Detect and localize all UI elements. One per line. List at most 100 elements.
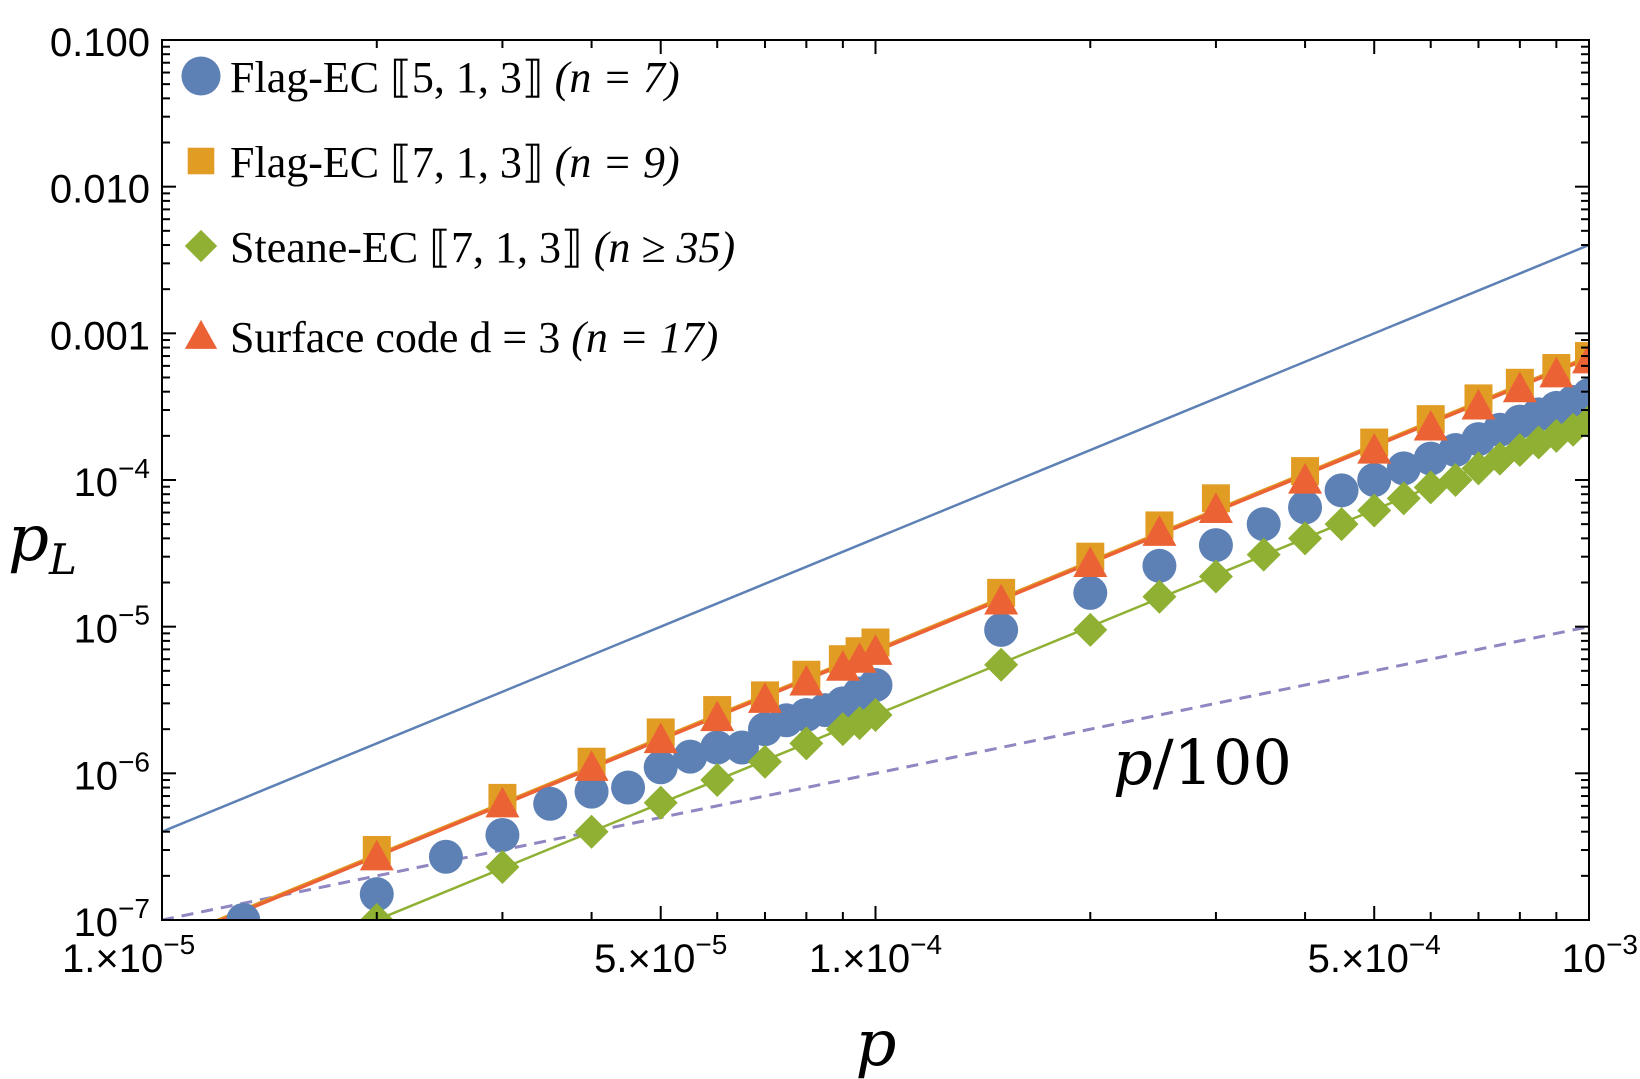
y-tick-label-2: 0.010 bbox=[50, 168, 150, 212]
legend-label-main-3: Steane-EC ⟦7, 1, 3⟧ bbox=[230, 223, 594, 272]
legend-label-1: Flag-EC ⟦5, 1, 3⟧ (n = 7) bbox=[230, 53, 680, 102]
y-tick-label-6-exponent: −6 bbox=[118, 746, 150, 777]
y-axis-title-p: p bbox=[8, 502, 49, 576]
legend-marker-3 bbox=[184, 229, 218, 263]
y-tick-label-3: 0.001 bbox=[50, 314, 150, 358]
data-point-series-3-7 bbox=[789, 726, 824, 761]
data-point-series-1-9 bbox=[673, 739, 708, 774]
data-point-series-1-7 bbox=[611, 770, 646, 805]
legend-label-paren-2: (n = 9) bbox=[555, 138, 680, 187]
y-tick-label-5-base: 10 bbox=[74, 608, 119, 652]
data-point-series-3-17 bbox=[1324, 507, 1359, 542]
reference-line-label-rest: /100 bbox=[1153, 726, 1292, 799]
reference-line-layer bbox=[162, 625, 1589, 920]
data-markers-layer bbox=[226, 342, 1589, 920]
legend-entry-1: Flag-EC ⟦5, 1, 3⟧ (n = 7) bbox=[181, 53, 680, 102]
data-point-series-3-19 bbox=[1386, 481, 1421, 516]
legend-marker-4 bbox=[184, 319, 218, 349]
data-point-series-1-6 bbox=[574, 774, 609, 809]
data-point-series-4-14 bbox=[1198, 492, 1233, 524]
y-tick-label-2-base: 0.010 bbox=[50, 168, 150, 212]
legend-entry-3: Steane-EC ⟦7, 1, 3⟧ (n ≥ 35) bbox=[184, 223, 735, 272]
data-point-series-1-4 bbox=[485, 817, 520, 852]
legend-label-main-4: Surface code d = 3 bbox=[230, 313, 571, 362]
data-point-series-4-3 bbox=[574, 750, 609, 781]
data-point-series-4-18 bbox=[1461, 388, 1496, 420]
data-point-series-3-6 bbox=[747, 744, 782, 779]
x-tick-label-2-base: 5.×10 bbox=[594, 937, 695, 981]
data-point-series-4-12 bbox=[1073, 546, 1108, 577]
legend-label-main-2: Flag-EC ⟦7, 1, 3⟧ bbox=[230, 138, 555, 187]
data-point-series-3-28 bbox=[1572, 404, 1589, 439]
data-point-series-1-8 bbox=[643, 750, 678, 785]
data-point-series-4-6 bbox=[747, 682, 782, 713]
x-tick-label-2-exponent: −5 bbox=[695, 929, 727, 960]
data-point-series-1-10 bbox=[700, 730, 735, 765]
data-point-series-1-27 bbox=[1386, 451, 1421, 486]
data-point-series-3-5 bbox=[700, 763, 735, 798]
y-tick-label-4-base: 10 bbox=[74, 461, 119, 505]
data-point-series-1-1 bbox=[226, 903, 261, 920]
data-point-series-3-18 bbox=[1357, 493, 1392, 528]
y-tick-label-4-exponent: −4 bbox=[118, 453, 150, 484]
x-axis-title: p bbox=[856, 1007, 897, 1079]
data-point-series-4-10 bbox=[858, 634, 893, 665]
data-point-series-3-20 bbox=[1413, 470, 1448, 505]
data-point-series-4-19 bbox=[1502, 371, 1537, 403]
data-point-series-1-3 bbox=[428, 839, 463, 874]
reference-line-p-over-100 bbox=[162, 625, 1589, 920]
legend-label-3: Steane-EC ⟦7, 1, 3⟧ (n ≥ 35) bbox=[230, 223, 735, 272]
data-point-series-1-11 bbox=[725, 730, 760, 765]
data-point-series-4-2 bbox=[485, 786, 520, 818]
x-tick-label-5-base: 10 bbox=[1562, 937, 1607, 981]
x-tick-label-3-base: 1.×10 bbox=[809, 937, 910, 981]
data-point-series-3-21 bbox=[1438, 463, 1473, 497]
data-point-series-1-19 bbox=[984, 612, 1019, 647]
data-point-series-3-14 bbox=[1198, 559, 1233, 594]
y-tick-label-4: 10−4 bbox=[74, 453, 150, 505]
data-point-series-3-16 bbox=[1288, 521, 1323, 556]
y-tick-label-5: 10−5 bbox=[74, 600, 150, 652]
data-point-series-4-8 bbox=[825, 650, 860, 681]
data-point-series-4-20 bbox=[1539, 356, 1574, 388]
x-tick-label-3-exponent: −4 bbox=[910, 929, 942, 960]
y-axis-title-subscript: L bbox=[48, 535, 77, 584]
data-point-series-1-21 bbox=[1142, 548, 1177, 583]
y-tick-label-3-base: 0.001 bbox=[50, 314, 150, 358]
reference-line-label: p/100 bbox=[1113, 726, 1292, 799]
data-point-series-4-15 bbox=[1288, 463, 1323, 494]
data-point-series-1-26 bbox=[1357, 463, 1392, 497]
legend-label-4: Surface code d = 3 (n = 17) bbox=[230, 313, 718, 362]
data-point-series-4-17 bbox=[1413, 409, 1448, 441]
y-tick-label-1-base: 0.100 bbox=[50, 21, 150, 65]
data-point-series-4-4 bbox=[643, 722, 678, 754]
x-tick-label-4-exponent: −4 bbox=[1409, 929, 1441, 960]
data-point-series-1-22 bbox=[1198, 528, 1233, 563]
x-tick-label-5-exponent: −3 bbox=[1606, 929, 1638, 960]
data-point-series-1-23 bbox=[1246, 507, 1281, 542]
axis-ticks-layer: 1.×10−5 5.×10−5 1.×10−4 5.×10−4 10−30.1000.0… bbox=[50, 21, 1638, 981]
data-point-series-4-9 bbox=[842, 642, 877, 673]
data-point-series-3-2 bbox=[485, 849, 520, 884]
y-tick-label-5-exponent: −5 bbox=[118, 600, 150, 631]
legend: Flag-EC ⟦5, 1, 3⟧ (n = 7) Flag-EC ⟦7, 1, … bbox=[181, 53, 735, 362]
data-point-series-1-5 bbox=[533, 786, 568, 821]
x-tick-label-4: 5.×10−4 bbox=[1308, 929, 1441, 981]
legend-label-2: Flag-EC ⟦7, 1, 3⟧ (n = 9) bbox=[230, 138, 680, 187]
y-tick-label-6: 10−6 bbox=[74, 746, 150, 798]
y-tick-label-6-base: 10 bbox=[74, 754, 119, 798]
x-tick-label-5: 10−3 bbox=[1562, 929, 1638, 981]
legend-label-main-1: Flag-EC ⟦5, 1, 3⟧ bbox=[230, 53, 555, 102]
legend-entry-2: Flag-EC ⟦7, 1, 3⟧ (n = 9) bbox=[187, 138, 680, 187]
x-tick-label-1-base: 1.×10 bbox=[62, 937, 163, 981]
data-point-series-3-3 bbox=[574, 814, 609, 849]
x-tick-label-1: 1.×10−5 bbox=[62, 929, 195, 981]
data-point-series-1-18 bbox=[858, 668, 893, 703]
legend-entry-4: Surface code d = 3 (n = 17) bbox=[184, 313, 718, 362]
data-point-series-3-11 bbox=[984, 647, 1019, 682]
legend-label-paren-3: (n ≥ 35) bbox=[594, 223, 735, 272]
legend-label-paren-4: (n = 17) bbox=[571, 313, 718, 362]
legend-marker-2 bbox=[187, 147, 215, 175]
data-point-series-1-24 bbox=[1288, 490, 1323, 525]
